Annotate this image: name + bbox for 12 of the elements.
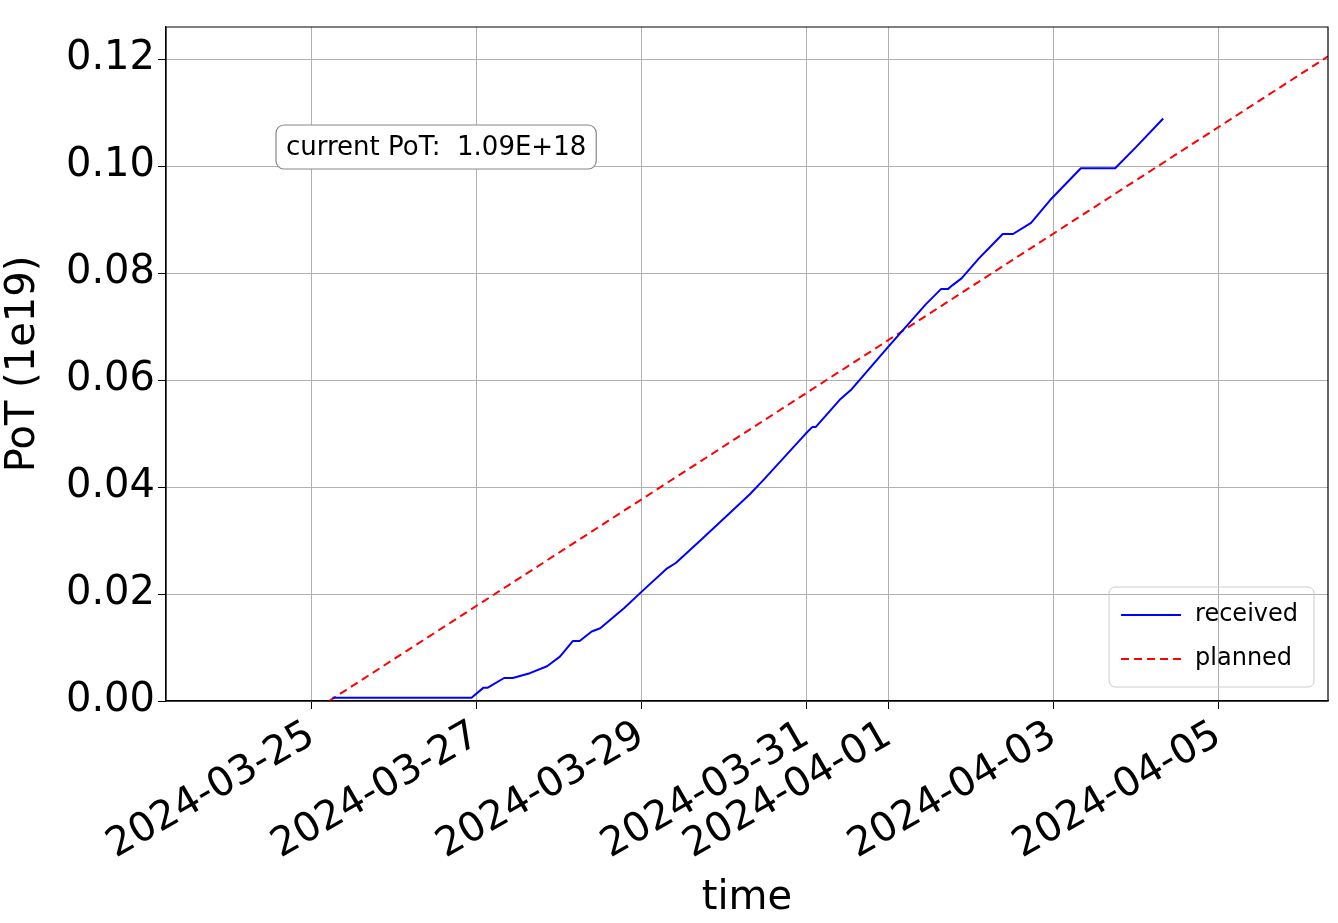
legend-label: planned — [1195, 643, 1293, 672]
y-tick-label: 0.10 — [65, 139, 155, 186]
y-tick-label: 0.02 — [65, 567, 155, 614]
y-tick-label: 0.06 — [65, 353, 155, 400]
y-tick-label: 0.08 — [65, 246, 155, 293]
y-tick-label: 0.12 — [65, 32, 155, 79]
x-axis-title: time — [701, 872, 793, 919]
annotation: current PoT: 1.09E+18 — [286, 130, 587, 161]
y-tick-label: 0.04 — [65, 460, 155, 507]
y-tick-label: 0.00 — [65, 674, 155, 721]
y-axis-title: PoT (1e19) — [0, 255, 44, 473]
legend-label: received — [1195, 599, 1298, 628]
